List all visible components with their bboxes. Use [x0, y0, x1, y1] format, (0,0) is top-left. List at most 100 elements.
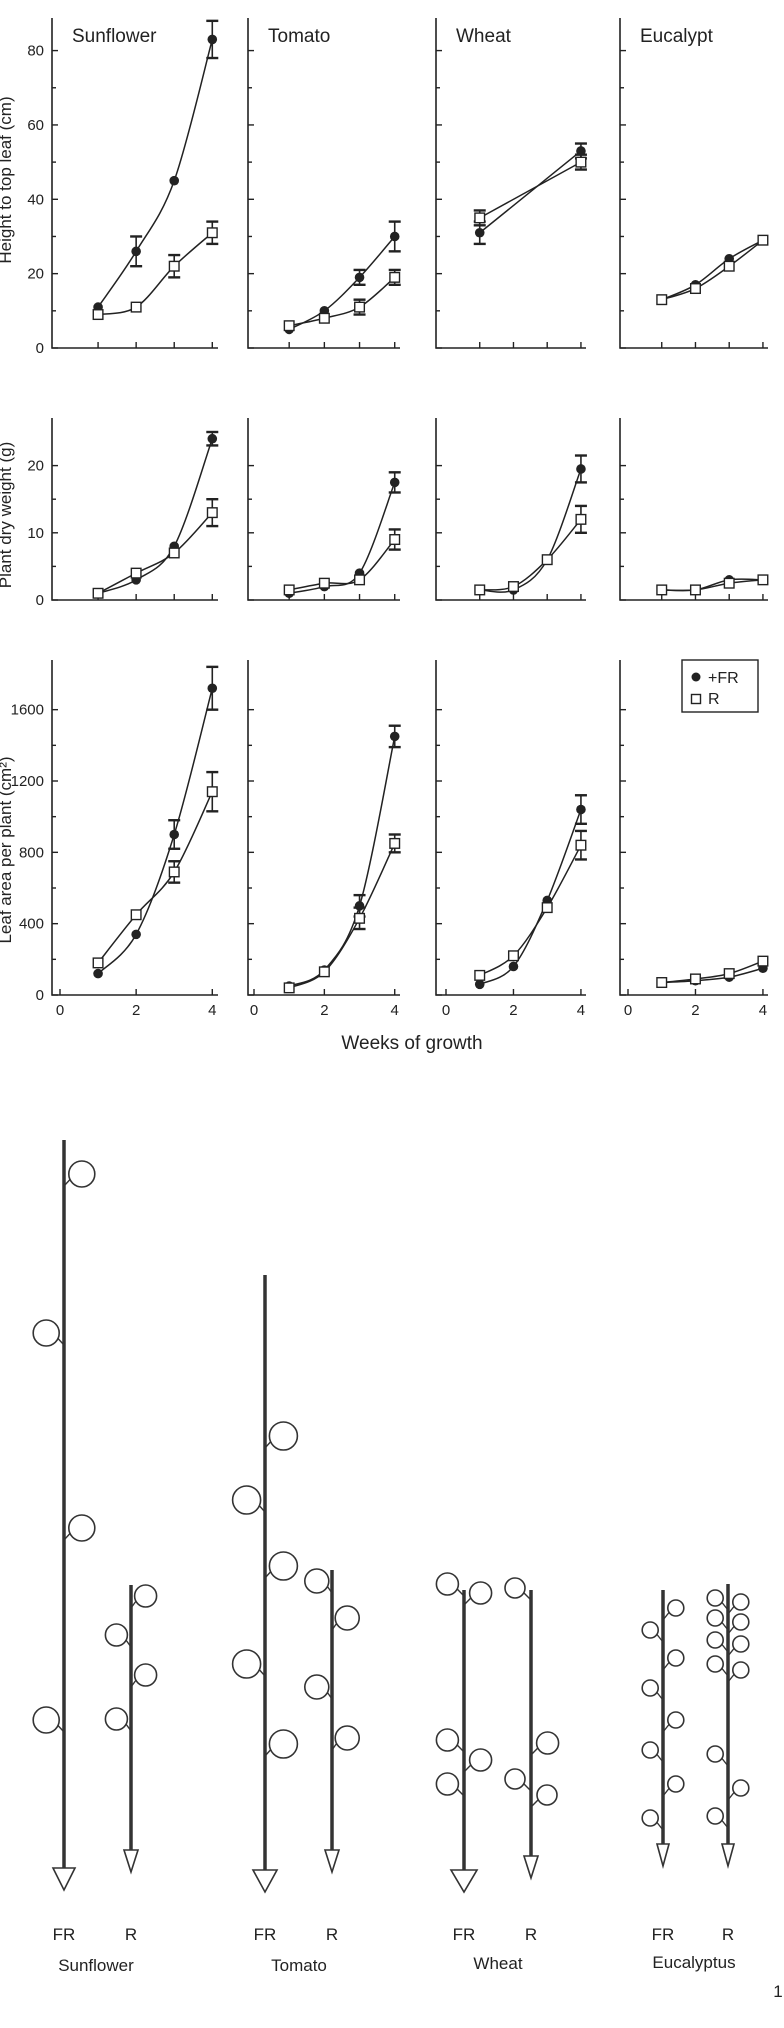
y-tick-label: 0: [36, 987, 44, 1004]
leaf: [435, 1772, 460, 1796]
leaf: [268, 1729, 299, 1759]
data-point-fr: [389, 231, 400, 242]
diagram-label-r-sunflower: R: [125, 1925, 137, 1944]
panel-height-wheat: Wheat: [435, 18, 587, 349]
diagram-label-r-wheat: R: [525, 1925, 537, 1944]
series-fr: [474, 794, 587, 990]
series-fr: [656, 235, 768, 305]
petiole: [727, 1605, 735, 1615]
series-line: [288, 235, 396, 331]
x-tick-label: 4: [577, 1002, 585, 1019]
data-point-r: [757, 234, 769, 246]
petiole: [656, 1691, 664, 1701]
series-line: [289, 482, 396, 595]
diagram-species-wheat: Wheat: [473, 1954, 522, 1973]
petiole: [662, 1787, 670, 1797]
series-line: [97, 438, 213, 594]
panel-height-eucalypt: Eucalypt: [619, 18, 769, 349]
leaf: [666, 1711, 685, 1729]
data-point-r: [206, 786, 218, 798]
data-point-fr: [169, 175, 180, 186]
data-point-r: [389, 271, 401, 283]
leaf: [706, 1807, 725, 1825]
leaf: [468, 1748, 493, 1772]
series-line: [288, 736, 396, 987]
y-tick-label: 400: [19, 916, 44, 933]
panel-height-sunflower: 0 20 40 60 80 Sunflower: [27, 18, 219, 357]
leaf: [706, 1589, 725, 1607]
legend: +FR R: [681, 659, 759, 713]
y-axis-label-height: Height to top leaf (cm): [0, 96, 15, 263]
data-point-r: [474, 584, 486, 596]
petiole: [656, 1633, 664, 1643]
data-point-fr: [389, 477, 400, 488]
leaf: [706, 1745, 725, 1763]
leaf: [666, 1775, 685, 1793]
panel-area-eucalypt: 0 2 4: [619, 660, 769, 1019]
series-fr: [284, 220, 401, 335]
series-r: [473, 153, 587, 227]
data-point-fr: [576, 464, 586, 474]
series-fr: [656, 575, 768, 595]
data-point-fr: [474, 227, 485, 238]
series-fr: [284, 471, 401, 599]
plant-tomato-r: [303, 1568, 361, 1875]
x-tick-label: 0: [442, 1002, 450, 1019]
series-fr: [656, 963, 768, 988]
y-tick-label: 20: [27, 266, 44, 283]
y-tick-label: 20: [27, 458, 44, 475]
legend-r-marker: [690, 693, 702, 705]
series-line: [661, 579, 764, 592]
axis-frame: [51, 18, 218, 349]
data-point-fr: [207, 433, 218, 444]
petiole: [727, 1647, 735, 1657]
series-r: [474, 829, 587, 981]
data-point-r: [575, 839, 587, 851]
x-tick-label: 2: [691, 1002, 699, 1019]
data-point-r: [283, 584, 295, 596]
data-point-r: [689, 283, 701, 295]
leaf: [504, 1768, 526, 1790]
data-point-r: [389, 837, 401, 849]
panel-weight-tomato: [247, 418, 401, 601]
plant-sunflower-r: [104, 1584, 158, 1875]
data-point-r: [206, 507, 218, 519]
data-point-r: [318, 312, 330, 324]
root-arrow: [251, 1869, 279, 1894]
y-tick-label: 1600: [11, 702, 44, 719]
y-axis-label-area: Leaf area per plant (cm²): [0, 756, 15, 943]
leaf: [32, 1319, 61, 1347]
leaf: [303, 1568, 330, 1594]
petiole: [656, 1821, 664, 1831]
leaf: [231, 1485, 262, 1515]
data-point-r: [656, 977, 668, 989]
data-point-r: [130, 301, 142, 313]
leaf: [303, 1674, 330, 1700]
data-point-r: [656, 294, 668, 306]
leaf: [666, 1649, 685, 1667]
series-line: [661, 960, 764, 984]
petiole: [721, 1757, 729, 1767]
diagram-species-tomato: Tomato: [271, 1956, 327, 1975]
y-tick-label: 0: [36, 340, 44, 357]
series-r: [92, 770, 219, 969]
petiole: [721, 1667, 729, 1677]
x-axis-label: Weeks of growth: [341, 1033, 482, 1054]
data-point-r: [92, 957, 104, 969]
petiole: [721, 1819, 729, 1829]
legend-fr-marker: [691, 672, 701, 682]
leaf: [641, 1809, 660, 1827]
root-arrow: [720, 1843, 736, 1870]
petiole: [662, 1723, 670, 1733]
root-arrow: [449, 1869, 479, 1894]
root-arrow: [323, 1849, 341, 1875]
series-r: [92, 498, 219, 599]
leaf: [504, 1577, 526, 1599]
diagram-label-fr-sunflower: FR: [53, 1925, 76, 1944]
series-line: [479, 844, 582, 977]
petiole: [662, 1611, 670, 1621]
data-point-fr: [508, 961, 519, 972]
panel-weight-eucalypt: [619, 418, 769, 601]
data-point-fr: [207, 683, 218, 694]
